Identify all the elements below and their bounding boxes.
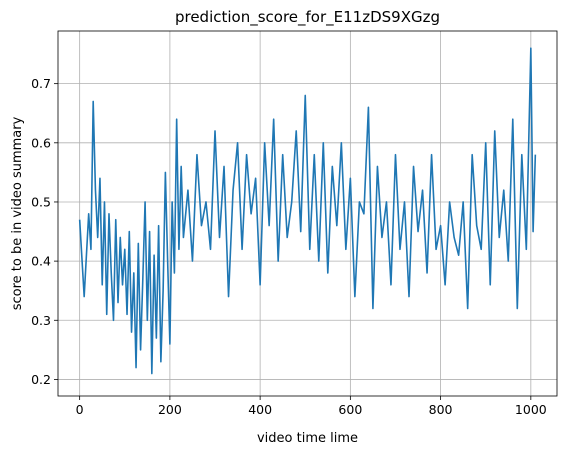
- y-tick-label: 0.3: [31, 313, 51, 328]
- y-tick-label: 0.7: [31, 76, 51, 91]
- y-axis-label: score to be in video summary: [10, 116, 25, 310]
- x-tick-label: 600: [338, 402, 362, 417]
- x-tick-label: 1000: [515, 402, 547, 417]
- y-tick-label: 0.4: [31, 254, 51, 269]
- series-line: [78, 47, 537, 375]
- plot-frame: [57, 30, 558, 397]
- series-layer: [78, 47, 537, 375]
- chart-title: prediction_score_for_E11zDS9XGzg: [175, 8, 440, 27]
- x-tick-label: 200: [158, 402, 182, 417]
- y-tick-label: 0.6: [31, 135, 51, 150]
- x-tick-label: 0: [76, 402, 84, 417]
- x-axis-label: video time lime: [257, 431, 358, 446]
- y-tick-label: 0.2: [31, 372, 51, 387]
- x-tick-label: 400: [248, 402, 272, 417]
- ticks: 0 200 400 600 800 1000 0.2 0.3 0.4 0.5 0.6 0.7: [31, 76, 547, 417]
- x-tick-label: 800: [429, 402, 453, 417]
- y-tick-label: 0.5: [31, 194, 51, 209]
